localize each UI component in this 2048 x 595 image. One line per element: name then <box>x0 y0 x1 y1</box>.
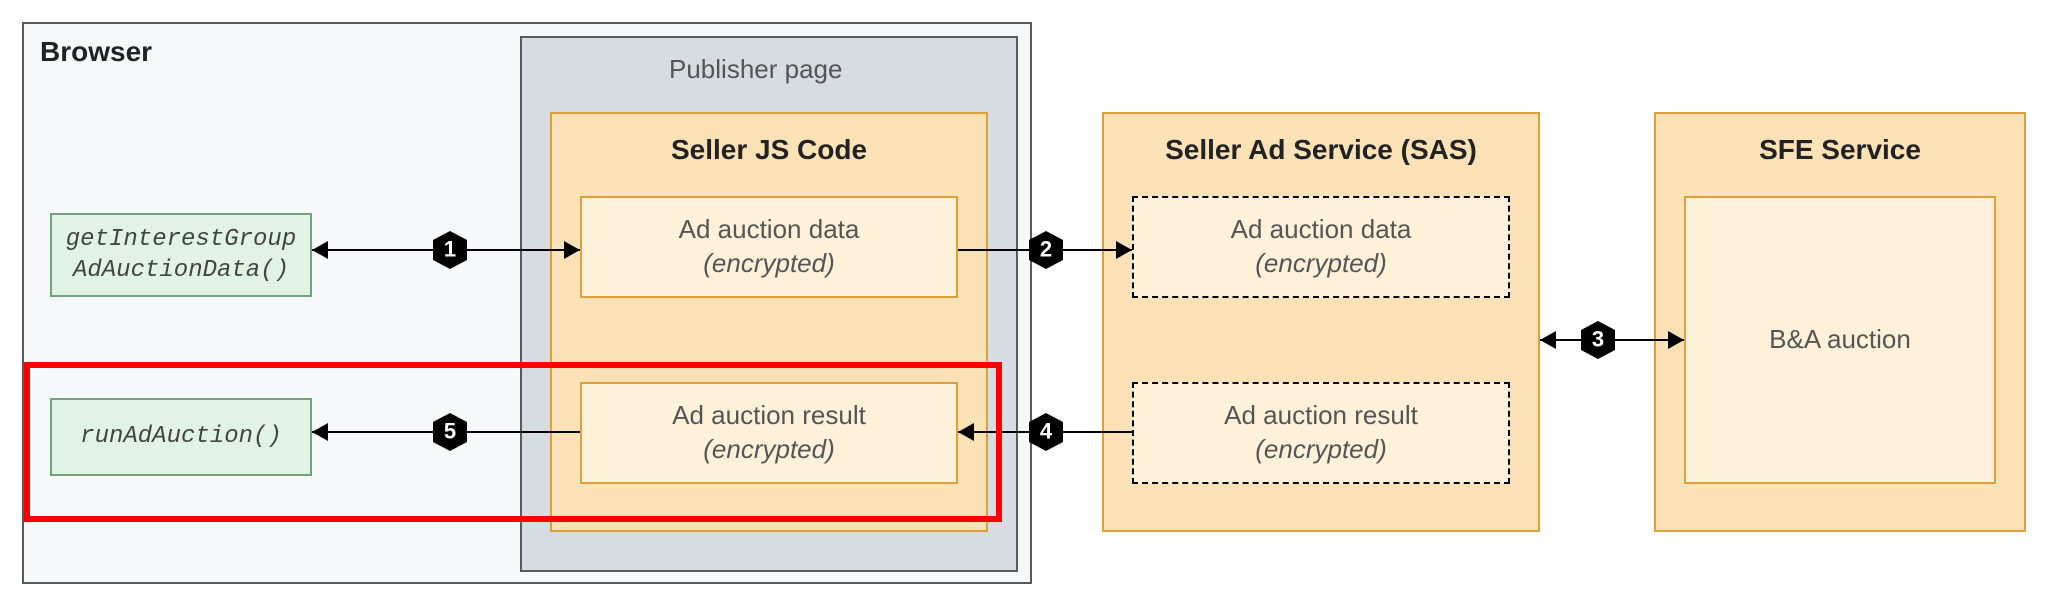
step-badge-5: 5 <box>430 412 470 452</box>
text-line: (encrypted) <box>1255 433 1387 467</box>
code-text: getInterestGroup AdAuctionData() <box>66 224 296 286</box>
step-badge-2: 2 <box>1026 230 1066 270</box>
text-line: B&A auction <box>1769 323 1911 357</box>
seller-ad-service-label: Seller Ad Service (SAS) <box>1102 134 1540 166</box>
seller-js-ad-auction-data-box: Ad auction data (encrypted) <box>580 196 958 298</box>
text-line: Ad auction data <box>1231 213 1412 247</box>
step-badge-4: 4 <box>1026 412 1066 452</box>
arrow-head-icon <box>312 241 328 259</box>
publisher-page-label: Publisher page <box>669 54 842 85</box>
get-interest-group-ad-auction-data-api: getInterestGroup AdAuctionData() <box>50 213 312 297</box>
seller-js-ad-auction-result-box: Ad auction result (encrypted) <box>580 382 958 484</box>
arrow-head-icon <box>1116 241 1132 259</box>
arrow-head-icon <box>958 423 974 441</box>
sfe-service-label: SFE Service <box>1654 134 2026 166</box>
sas-ad-auction-result-box: Ad auction result (encrypted) <box>1132 382 1510 484</box>
text-line: Ad auction result <box>672 399 866 433</box>
arrow-head-icon <box>312 423 328 441</box>
step-badge-1: 1 <box>430 230 470 270</box>
arrow-head-icon <box>564 241 580 259</box>
browser-label: Browser <box>40 36 152 68</box>
text-line: Ad auction data <box>679 213 860 247</box>
sas-ad-auction-data-box: Ad auction data (encrypted) <box>1132 196 1510 298</box>
step-badge-3: 3 <box>1578 320 1618 360</box>
seller-js-code-label: Seller JS Code <box>550 134 988 166</box>
text-line: (encrypted) <box>1255 247 1387 281</box>
text-line: (encrypted) <box>703 433 835 467</box>
text-line: (encrypted) <box>703 247 835 281</box>
arrow-head-icon <box>1540 331 1556 349</box>
text-line: Ad auction result <box>1224 399 1418 433</box>
run-ad-auction-api: runAdAuction() <box>50 398 312 476</box>
sfe-ba-auction-box: B&A auction <box>1684 196 1996 484</box>
arrow-head-icon <box>1668 331 1684 349</box>
code-text: runAdAuction() <box>80 421 282 452</box>
